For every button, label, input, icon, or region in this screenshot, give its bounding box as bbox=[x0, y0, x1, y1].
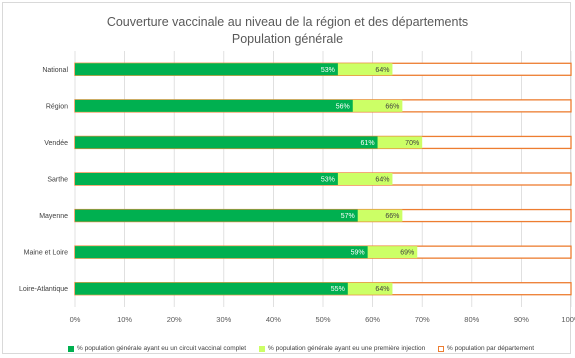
data-label-complete: 56% bbox=[336, 103, 350, 110]
legend-swatch-first-injection bbox=[259, 345, 265, 352]
legend-swatch-complete bbox=[68, 345, 74, 352]
bar-complete bbox=[75, 136, 378, 149]
category-label: Région bbox=[46, 103, 68, 110]
bar-complete bbox=[75, 209, 358, 222]
data-label-first-injection: 66% bbox=[385, 213, 399, 220]
data-label-first-injection: 64% bbox=[375, 67, 389, 74]
x-tick-label: 60% bbox=[365, 315, 380, 324]
data-label-complete: 59% bbox=[351, 250, 365, 257]
x-tick-label: 80% bbox=[464, 315, 479, 324]
x-tick-label: 100% bbox=[561, 315, 575, 324]
data-label-first-injection: 70% bbox=[405, 140, 419, 147]
data-label-first-injection: 64% bbox=[375, 177, 389, 184]
data-label-complete: 53% bbox=[321, 67, 335, 74]
data-label-first-injection: 66% bbox=[385, 103, 399, 110]
chart-legend: % population générale ayant eu un circui… bbox=[0, 345, 575, 357]
bar-complete bbox=[75, 282, 348, 295]
x-tick-label: 30% bbox=[216, 315, 231, 324]
category-label: Maine et Loire bbox=[24, 250, 68, 257]
chart-subtitle: Population générale bbox=[231, 32, 344, 46]
x-tick-label: 20% bbox=[167, 315, 182, 324]
x-tick-label: 70% bbox=[415, 315, 430, 324]
x-tick-label: 0% bbox=[70, 315, 81, 324]
legend-label-complete: % population générale ayant eu un circui… bbox=[77, 345, 247, 352]
bar-complete bbox=[75, 246, 368, 259]
bar-complete bbox=[75, 173, 338, 185]
legend-swatch-population bbox=[438, 345, 444, 352]
data-label-complete: 57% bbox=[341, 213, 355, 220]
x-tick-label: 50% bbox=[315, 315, 330, 324]
data-label-complete: 55% bbox=[331, 286, 345, 293]
legend-label-first-injection: % population générale ayant eu une premi… bbox=[268, 345, 426, 352]
legend-item-complete: % population générale ayant eu un circui… bbox=[68, 345, 246, 352]
data-label-first-injection: 69% bbox=[400, 250, 414, 257]
category-label: Loire-Atlantique bbox=[19, 286, 68, 293]
data-label-complete: 53% bbox=[321, 177, 335, 184]
x-tick-label: 10% bbox=[117, 315, 132, 324]
data-label-complete: 61% bbox=[361, 140, 375, 147]
category-label: Mayenne bbox=[39, 213, 68, 220]
legend-item-first-injection: % population générale ayant eu une premi… bbox=[259, 345, 425, 352]
x-tick-label: 90% bbox=[514, 315, 529, 324]
bar-chart: 0% 10% 20% 30% 40% 50% 60% 70% 80% 90% 100% Nationa… bbox=[19, 51, 575, 324]
legend-label-population: % population par département bbox=[447, 345, 535, 352]
category-label: National bbox=[42, 67, 68, 74]
x-tick-label: 40% bbox=[266, 315, 281, 324]
category-label: Vendée bbox=[44, 140, 68, 147]
category-label: Sarthe bbox=[47, 177, 68, 184]
bar-complete bbox=[75, 99, 353, 112]
legend-item-population: % population par département bbox=[438, 345, 534, 352]
data-label-first-injection: 64% bbox=[375, 286, 389, 293]
chart-title: Couverture vaccinale au niveau de la rég… bbox=[106, 15, 469, 29]
bar-complete bbox=[75, 63, 338, 76]
